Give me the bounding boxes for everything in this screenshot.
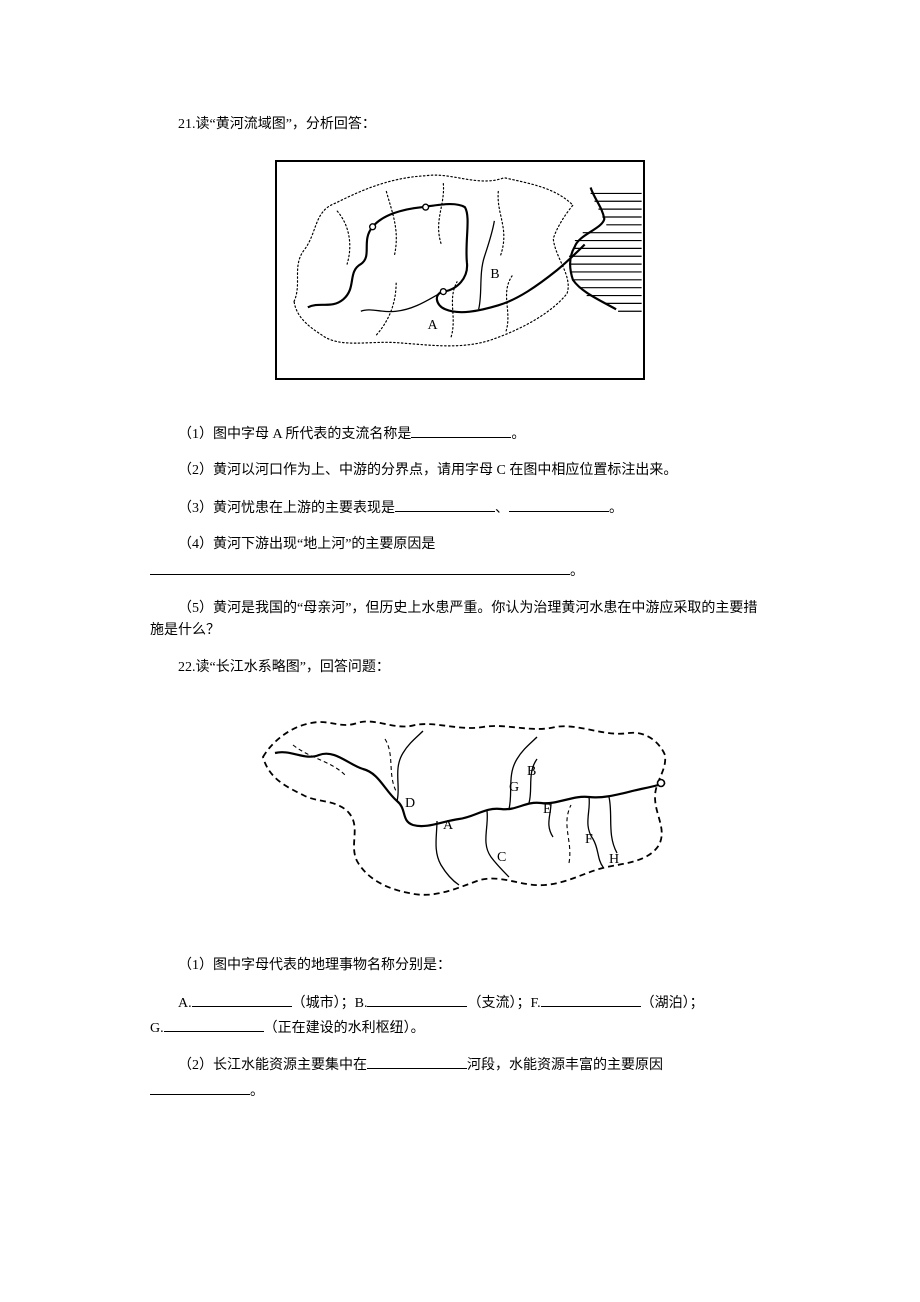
inner-dash-3 xyxy=(567,805,571,863)
blank[interactable] xyxy=(509,497,609,512)
city-marker-3 xyxy=(423,205,429,211)
blank[interactable] xyxy=(164,1017,264,1032)
q22-title: 22.读“长江水系略图”，回答问题： xyxy=(150,657,770,679)
q22-map-svg: A B C D E F G H xyxy=(245,703,675,913)
label-D: D xyxy=(405,796,415,811)
blank[interactable] xyxy=(395,497,495,512)
yangtze-basin xyxy=(263,721,665,894)
q21-figure-wrap: A B xyxy=(150,160,770,388)
q22-sub1-line2: G. （正在建设的水利枢纽）。 xyxy=(150,1017,770,1040)
blank[interactable] xyxy=(192,992,292,1007)
inner-dash-2 xyxy=(385,739,397,793)
blank[interactable] xyxy=(150,1080,250,1095)
q21-sub1-a: （1）图中字母 A 所代表的支流名称是 xyxy=(178,427,411,442)
q21-sub3-b: 、 xyxy=(495,501,509,516)
q21-sub4-a: （4）黄河下游出现“地上河”的主要原因是 xyxy=(178,537,435,552)
q22-sub2-line2: 。 xyxy=(150,1080,770,1103)
tributary-a xyxy=(361,292,443,312)
q21-sub1: （1）图中字母 A 所代表的支流名称是 。 xyxy=(150,423,770,446)
t: G. xyxy=(150,1021,164,1036)
blank[interactable] xyxy=(367,992,467,1007)
label-b: B xyxy=(490,266,499,281)
q21-sub4-line2: 。 xyxy=(150,560,770,583)
q21-sub3-a: （3）黄河忧患在上游的主要表现是 xyxy=(178,501,395,516)
t: A. xyxy=(178,996,192,1011)
q21-title: 21.读“黄河流域图”，分析回答： xyxy=(150,114,770,136)
q22-figure: A B C D E F G H xyxy=(245,703,675,913)
trib-c xyxy=(486,811,509,877)
blank[interactable] xyxy=(150,560,570,575)
inner-dash-1 xyxy=(293,745,345,775)
trib-h xyxy=(609,797,617,853)
t: （湖泊）； xyxy=(641,996,704,1011)
province-lines-4 xyxy=(498,192,504,257)
t: 。 xyxy=(250,1084,264,1099)
province-lines-2 xyxy=(386,192,396,257)
province-lines-3 xyxy=(439,184,444,245)
label-a: A xyxy=(428,317,438,332)
label-C: C xyxy=(497,850,506,865)
yangtze-main xyxy=(275,752,665,826)
yellow-river-main xyxy=(308,204,585,312)
label-H: H xyxy=(609,852,619,867)
q21-sub5: （5）黄河是我国的“母亲河”，但历史上水患严重。你认为治理黄河水患在中游应采取的… xyxy=(150,598,770,643)
q21-figure: A B xyxy=(275,160,645,380)
label-G: G xyxy=(509,780,519,795)
blank[interactable] xyxy=(541,992,641,1007)
q21-sub4-line1: （4）黄河下游出现“地上河”的主要原因是 xyxy=(150,534,770,556)
sea-hatch xyxy=(569,194,642,312)
q21-sub3-c: 。 xyxy=(609,501,623,516)
province-lines-7 xyxy=(506,276,512,331)
q21-sub4-b: 。 xyxy=(570,564,584,579)
q21-sub1-b: 。 xyxy=(511,427,525,442)
blank[interactable] xyxy=(367,1054,467,1069)
t: （正在建设的水利枢纽）。 xyxy=(264,1021,425,1036)
q22-sub1-line1: A. （城市）；B. （支流）；F. （湖泊）； xyxy=(150,992,770,1015)
trib-d xyxy=(397,731,423,801)
q21-sub2: （2）黄河以河口作为上、中游的分界点，请用字母 C 在图中相应位置标注出来。 xyxy=(150,460,770,482)
t: （支流）；F. xyxy=(467,996,540,1011)
page: 21.读“黄河流域图”，分析回答： xyxy=(0,0,920,1302)
city-marker-2 xyxy=(440,289,446,295)
label-F: F xyxy=(585,832,593,847)
t: （城市）；B. xyxy=(292,996,368,1011)
q21-map-svg: A B xyxy=(277,162,643,378)
q22-sub2-line1: （2）长江水能资源主要集中在 河段，水能资源丰富的主要原因 xyxy=(150,1054,770,1077)
city-marker-1 xyxy=(370,224,376,230)
q22-sub1-head: （1）图中字母代表的地理事物名称分别是： xyxy=(150,955,770,977)
province-lines-1 xyxy=(337,211,350,264)
label-E: E xyxy=(543,802,552,817)
q21-sub3: （3）黄河忧患在上游的主要表现是 、 。 xyxy=(150,497,770,520)
city-mouth xyxy=(658,779,665,786)
t: 河段，水能资源丰富的主要原因 xyxy=(467,1058,663,1073)
label-A: A xyxy=(443,818,454,833)
blank[interactable] xyxy=(411,423,511,438)
t: （2）长江水能资源主要集中在 xyxy=(178,1058,367,1073)
province-lines-5 xyxy=(377,282,397,335)
label-B: B xyxy=(527,764,536,779)
q22-figure-wrap: A B C D E F G H xyxy=(150,703,770,921)
